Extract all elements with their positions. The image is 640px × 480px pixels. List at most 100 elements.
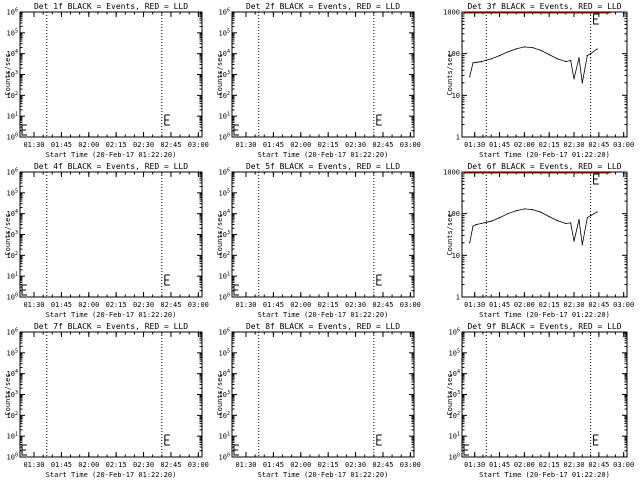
y-tick-label: 104 <box>449 369 460 378</box>
x-tick-label: 03:00 <box>188 301 209 309</box>
x-tick-label: 02:15 <box>106 141 127 149</box>
panel-2: Det 2f BLACK = Events, RED = LLD Counts/s… <box>216 2 421 159</box>
panel-title: Det 2f BLACK = Events, RED = LLD <box>246 2 400 11</box>
plot-frame <box>19 171 203 298</box>
x-tick-label: 02:45 <box>160 461 181 469</box>
panel-8: Det 8f BLACK = Events, RED = LLD Counts/s… <box>216 322 421 479</box>
plot-frame <box>231 171 415 298</box>
x-tick-label: 02:15 <box>106 461 127 469</box>
x-axis-label: Start Time (20-Feb-17 01:22:20) <box>479 151 610 159</box>
y-tick-label: 104 <box>219 49 230 58</box>
x-tick-label: 02:30 <box>563 301 584 309</box>
x-tick-label: 02:15 <box>106 301 127 309</box>
events-data-point <box>589 53 592 55</box>
x-tick-label: 01:30 <box>464 301 485 309</box>
y-tick-label: 105 <box>219 188 230 197</box>
panel-9: Det 9f BLACK = Events, RED = LLD Counts/s… <box>446 322 634 479</box>
event-marker <box>233 444 239 456</box>
x-tick-label: 02:00 <box>514 461 535 469</box>
plot-frame <box>231 11 415 138</box>
x-tick-label: 01:45 <box>489 301 510 309</box>
event-marker <box>376 114 382 126</box>
x-tick-label: 02:30 <box>345 301 366 309</box>
panel-title: Det 8f BLACK = Events, RED = LLD <box>246 322 400 331</box>
y-axis-label: Counts/sec <box>446 373 454 415</box>
y-tick-label: 105 <box>449 348 460 357</box>
events-data-point <box>565 60 567 63</box>
x-tick-label: 02:30 <box>133 461 154 469</box>
x-tick-label: 02:45 <box>160 301 181 309</box>
y-tick-label: 102 <box>7 251 18 260</box>
y-tick-label: 103 <box>449 390 460 399</box>
y-tick-label: 105 <box>7 348 18 357</box>
x-tick-label: 02:30 <box>133 301 154 309</box>
panel-title: Det 5f BLACK = Events, RED = LLD <box>246 162 400 171</box>
y-tick-label: 103 <box>7 70 18 79</box>
x-tick-label: 02:45 <box>372 461 393 469</box>
y-tick-label: 100 <box>219 453 230 462</box>
events-data-point <box>586 54 588 57</box>
events-data-point <box>469 242 471 244</box>
y-tick-label: 101 <box>449 432 460 441</box>
x-tick-label: 02:00 <box>514 301 535 309</box>
y-tick-label: 100 <box>449 453 460 462</box>
events-data-point <box>507 51 509 53</box>
y-tick-label: 100 <box>219 133 230 142</box>
y-tick-label: 102 <box>7 91 18 100</box>
x-tick-label: 02:30 <box>563 141 584 149</box>
x-tick-label: 01:45 <box>51 301 72 309</box>
x-tick-label: 02:45 <box>588 461 609 469</box>
y-axis-label: Counts/sec <box>446 213 454 255</box>
x-axis-label: Start Time (20-Feb-17 01:22:20) <box>46 151 177 159</box>
x-tick-label: 02:00 <box>514 141 535 149</box>
y-tick-label: 101 <box>7 432 18 441</box>
x-axis-label: Start Time (20-Feb-17 01:22:20) <box>479 311 610 319</box>
events-data-point <box>556 220 559 222</box>
x-tick-label: 02:45 <box>372 141 393 149</box>
y-tick-label: 1000 <box>443 169 460 177</box>
events-data-point <box>581 244 583 246</box>
events-data-point <box>596 211 598 213</box>
event-marker <box>164 114 170 126</box>
events-data-point <box>578 57 580 59</box>
x-tick-label: 01:30 <box>23 461 44 469</box>
x-tick-label: 01:45 <box>51 461 72 469</box>
events-data-point <box>515 48 517 50</box>
x-tick-label: 01:30 <box>235 301 256 309</box>
y-tick-label: 101 <box>219 432 230 441</box>
event-marker <box>233 124 239 136</box>
events-data-point <box>532 209 534 211</box>
event-marker <box>376 434 382 446</box>
x-tick-label: 01:45 <box>263 141 284 149</box>
y-tick-label: 102 <box>219 91 230 100</box>
events-data-point <box>515 210 517 212</box>
x-tick-label: 02:15 <box>318 301 339 309</box>
event-marker <box>21 124 27 136</box>
x-tick-label: 01:30 <box>23 141 44 149</box>
y-tick-label: 106 <box>219 8 230 17</box>
events-data-point <box>589 214 592 217</box>
x-tick-label: 02:15 <box>318 461 339 469</box>
panel-title: Det 4f BLACK = Events, RED = LLD <box>34 162 188 171</box>
y-tick-label: 105 <box>7 188 18 197</box>
event-marker <box>463 444 469 456</box>
x-tick-label: 02:30 <box>345 141 366 149</box>
panel-5: Det 5f BLACK = Events, RED = LLD Counts/s… <box>216 162 421 319</box>
x-tick-label: 02:30 <box>345 461 366 469</box>
y-axis-label: Counts/sec <box>4 213 12 255</box>
y-axis-label: Counts/sec <box>216 213 224 255</box>
events-series-line <box>469 208 598 245</box>
panel-4: Det 4f BLACK = Events, RED = LLD Counts/s… <box>4 162 209 319</box>
x-axis-label: Start Time (20-Feb-17 01:22:20) <box>46 311 177 319</box>
events-data-point <box>507 213 509 215</box>
y-axis-label: Counts/sec <box>446 53 454 95</box>
x-tick-label: 01:45 <box>263 461 284 469</box>
x-tick-label: 02:00 <box>290 141 311 149</box>
x-tick-label: 01:45 <box>51 141 72 149</box>
y-tick-label: 103 <box>7 390 18 399</box>
y-tick-label: 100 <box>7 293 18 302</box>
y-tick-label: 1000 <box>443 9 460 17</box>
x-tick-label: 03:00 <box>613 461 634 469</box>
x-tick-label: 03:00 <box>400 141 421 149</box>
events-data-point <box>498 54 501 57</box>
